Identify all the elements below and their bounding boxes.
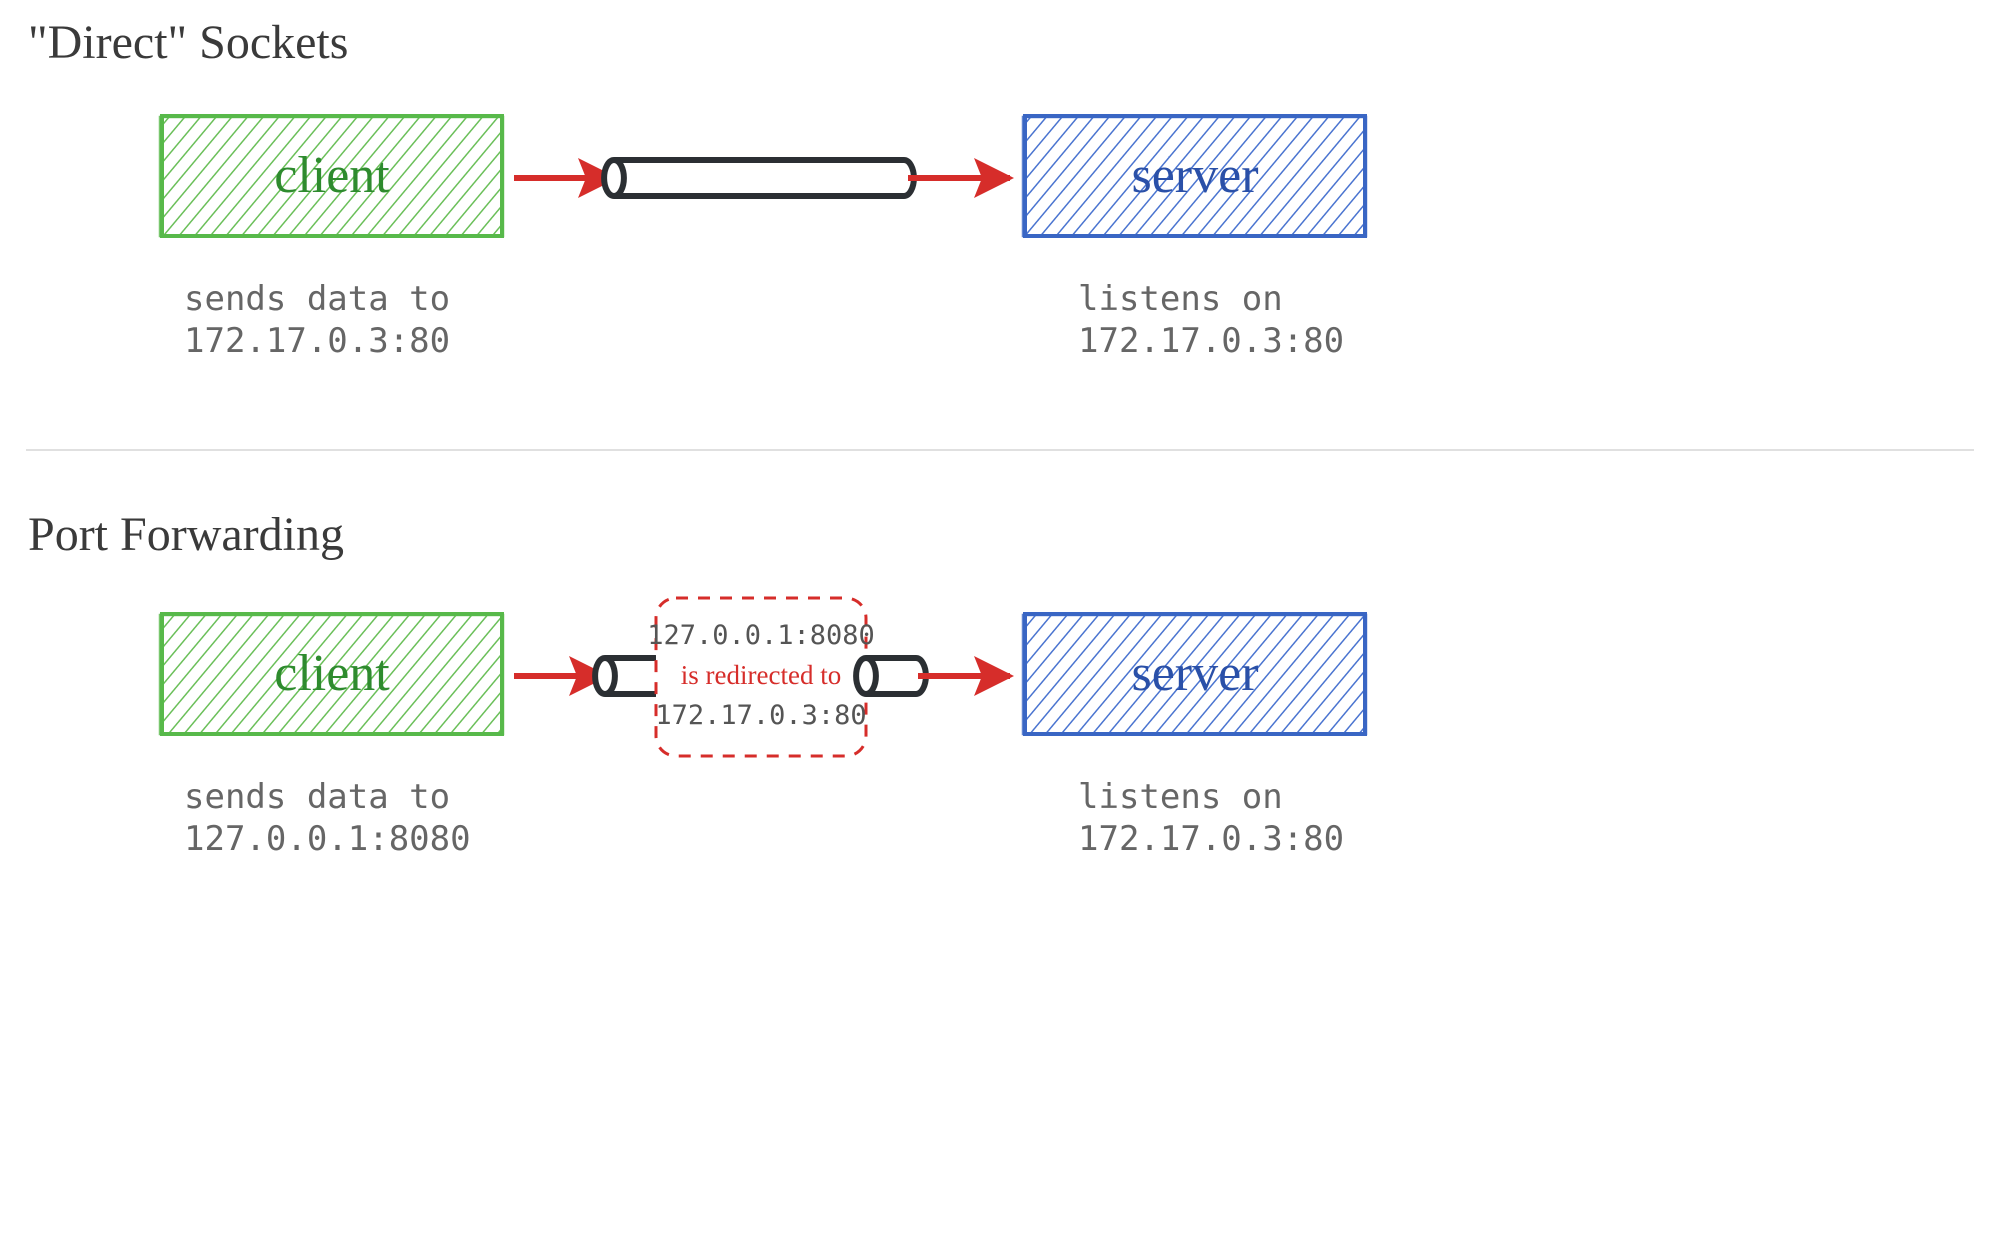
- server-caption-4: 172.17.0.3:80: [1078, 819, 1344, 859]
- server-label: server: [1131, 147, 1258, 204]
- client-label-2: client: [274, 645, 390, 702]
- server-caption-1: listens on: [1078, 279, 1283, 319]
- client-caption-1: sends data to: [184, 279, 450, 319]
- server-label-2: server: [1131, 645, 1258, 702]
- section2-title: Port Forwarding: [28, 508, 344, 561]
- client-label: client: [274, 147, 390, 204]
- redirect-line-2: is redirected to: [681, 660, 841, 690]
- server-caption-3: listens on: [1078, 777, 1283, 817]
- server-caption-2: 172.17.0.3:80: [1078, 321, 1344, 361]
- section1-title: "Direct" Sockets: [28, 16, 348, 69]
- client-caption-3: sends data to: [184, 777, 450, 817]
- client-caption-2: 172.17.0.3:80: [184, 321, 450, 361]
- redirect-line-1: 127.0.0.1:8080: [647, 620, 875, 651]
- redirect-line-3: 172.17.0.3:80: [655, 700, 866, 731]
- client-caption-4: 127.0.0.1:8080: [184, 819, 471, 859]
